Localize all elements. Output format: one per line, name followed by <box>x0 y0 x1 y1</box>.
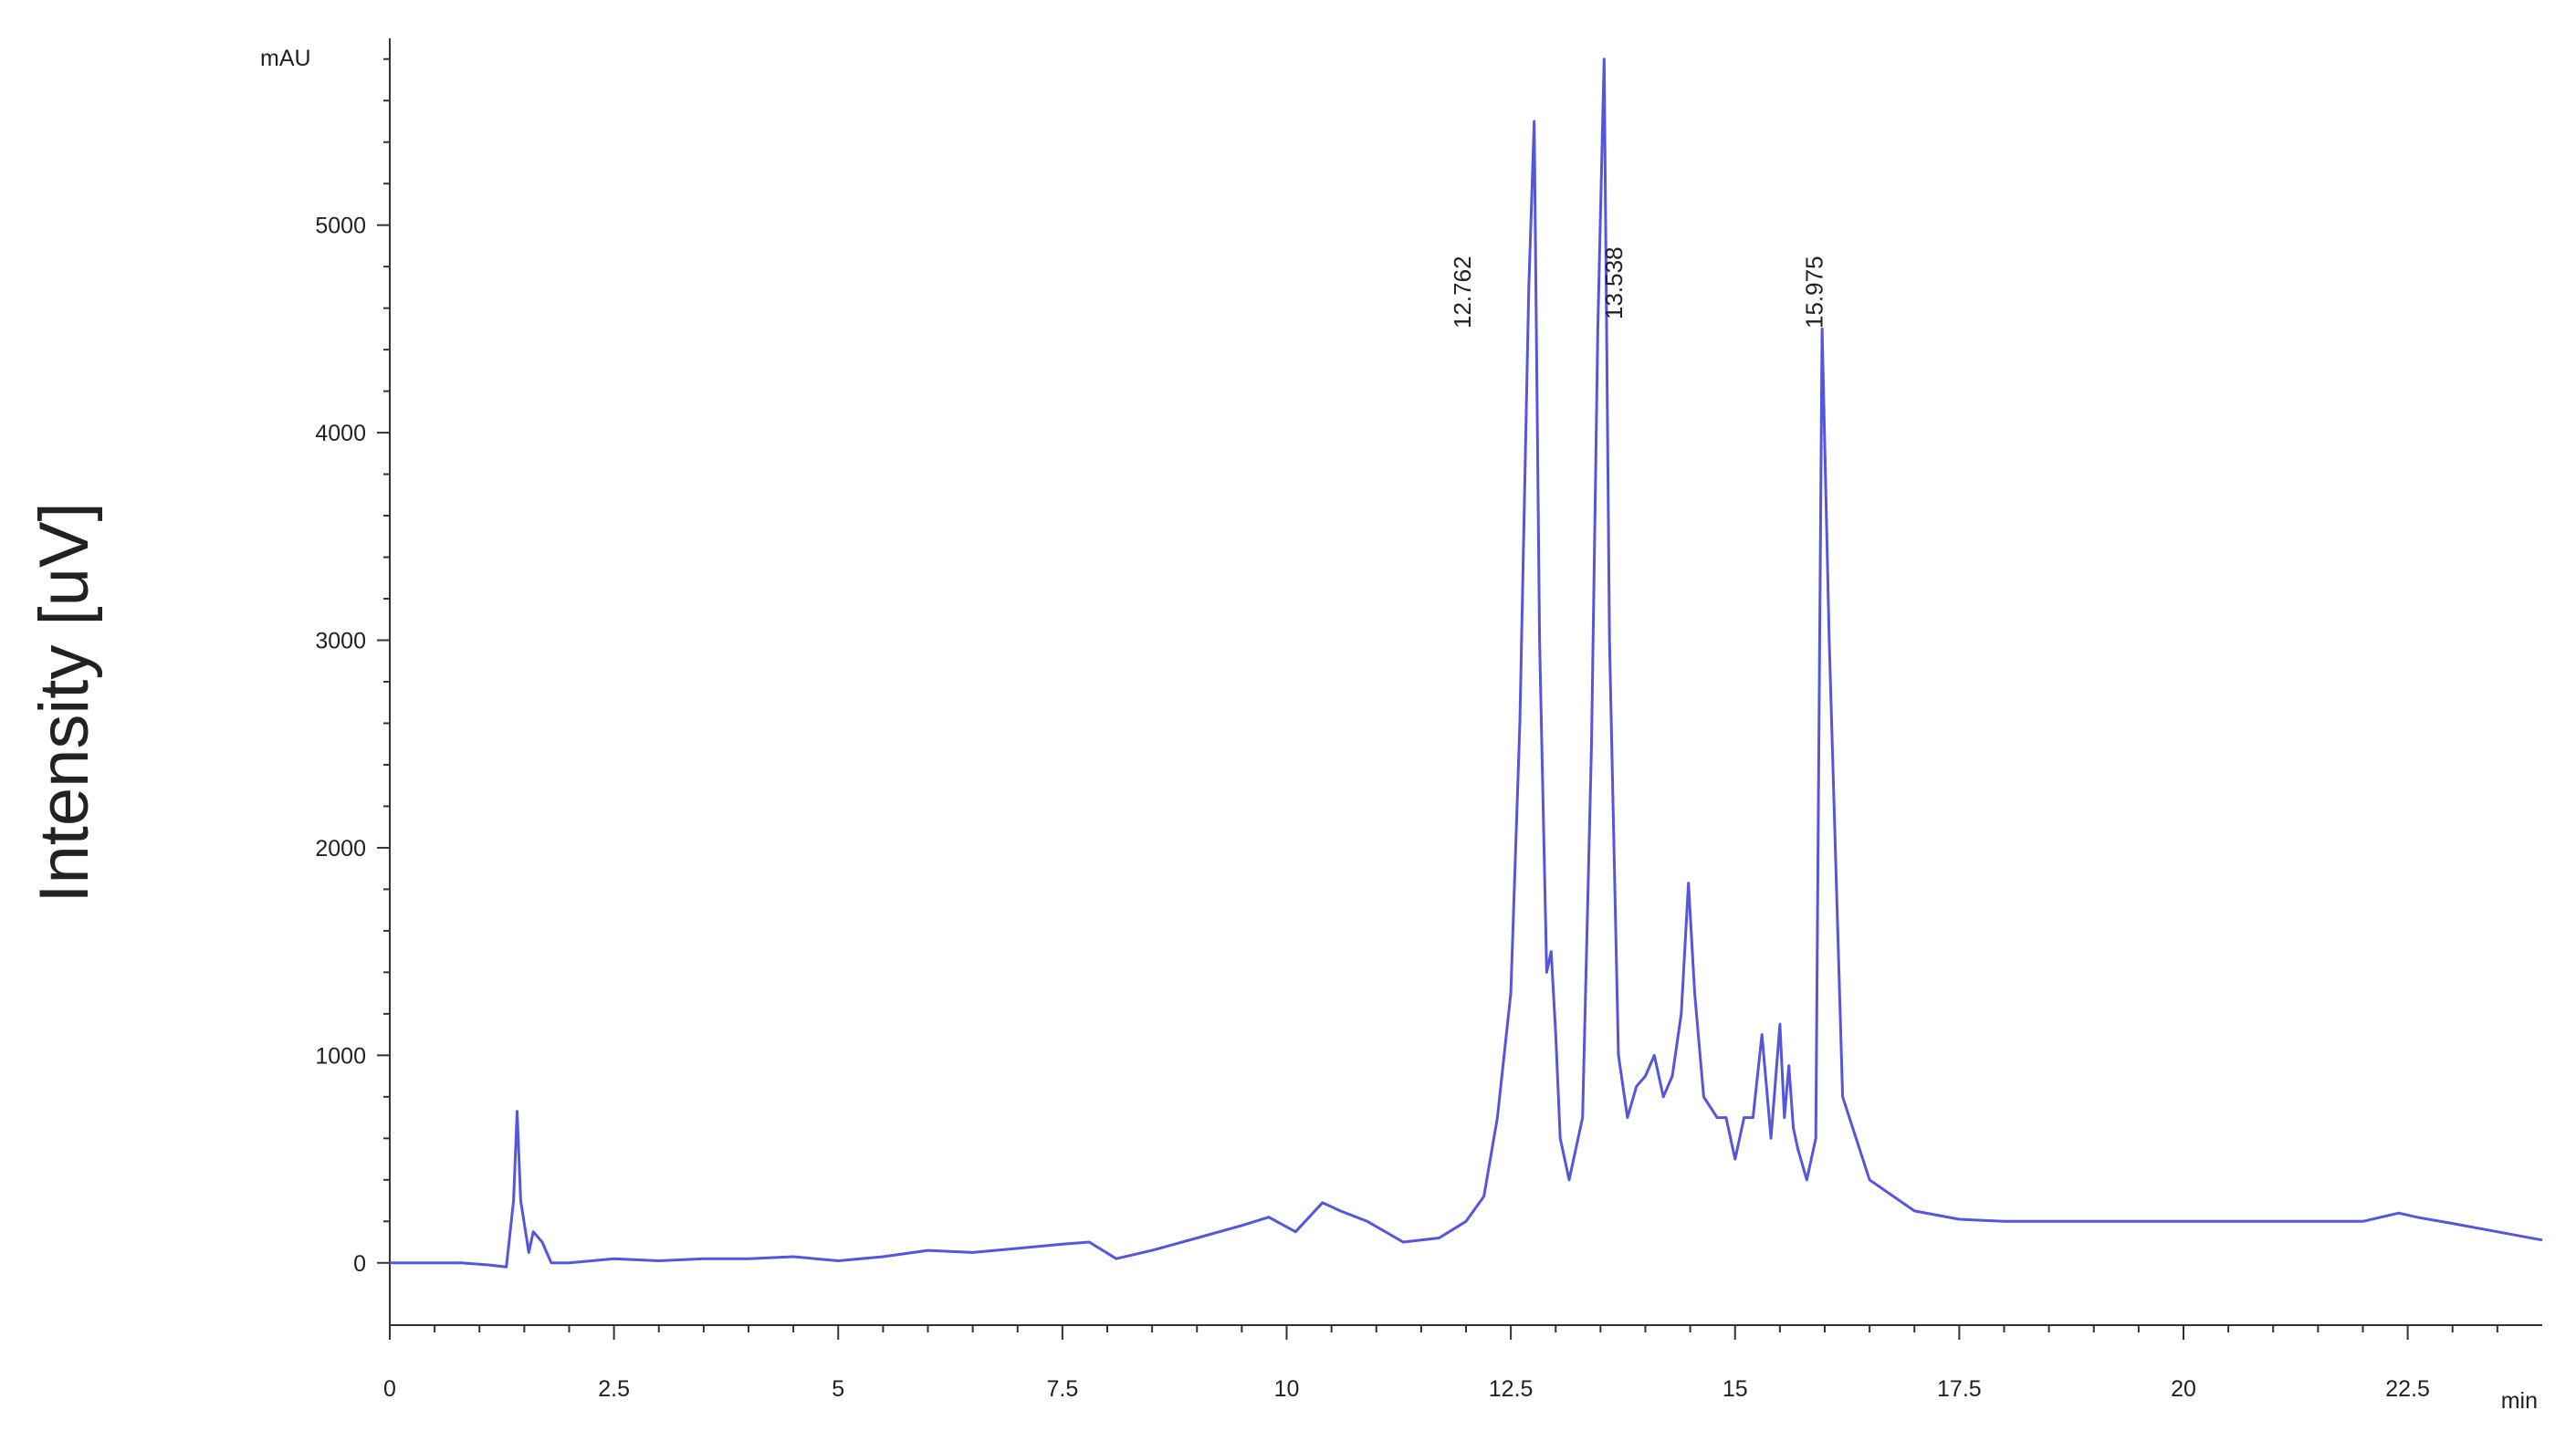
y-tick-label: 4000 <box>315 421 366 446</box>
peak-label: 13.538 <box>1600 246 1628 319</box>
y-tick-label: 5000 <box>315 214 366 239</box>
peak-label: 15.975 <box>1801 256 1828 329</box>
x-tick-label: 10 <box>1274 1376 1300 1402</box>
peak-label: 12.762 <box>1449 256 1476 329</box>
x-tick-label: 12.5 <box>1489 1376 1534 1402</box>
y-tick-group: 0 1000 2000 3000 4000 5000 <box>315 57 390 1277</box>
y-unit-label: mAU <box>260 46 311 71</box>
x-tick-label: 2.5 <box>598 1376 630 1402</box>
x-tick-label: 0 <box>383 1376 396 1402</box>
peak-label-group: 12.762 13.538 15.975 <box>1449 246 1828 329</box>
y-axis-title: Intensity [uV] <box>26 502 103 903</box>
x-unit-label: min <box>2501 1388 2538 1414</box>
x-tick-label: 20 <box>2171 1376 2196 1402</box>
y-tick-label: 3000 <box>315 629 366 654</box>
x-tick-label: 5 <box>832 1376 844 1402</box>
x-tick-label: 7.5 <box>1046 1376 1078 1402</box>
chromatogram-trace <box>390 57 2543 1269</box>
x-tick-group: 0 2.5 5 7.5 10 12.5 15 17.5 20 22.5 <box>383 1325 2498 1402</box>
y-tick-label: 1000 <box>315 1043 366 1069</box>
y-tick-label: 0 <box>353 1251 366 1277</box>
x-tick-label: 17.5 <box>1937 1376 1982 1402</box>
x-tick-label: 15 <box>1723 1376 1748 1402</box>
y-tick-label: 2000 <box>315 836 366 862</box>
x-tick-label: 22.5 <box>2385 1376 2430 1402</box>
